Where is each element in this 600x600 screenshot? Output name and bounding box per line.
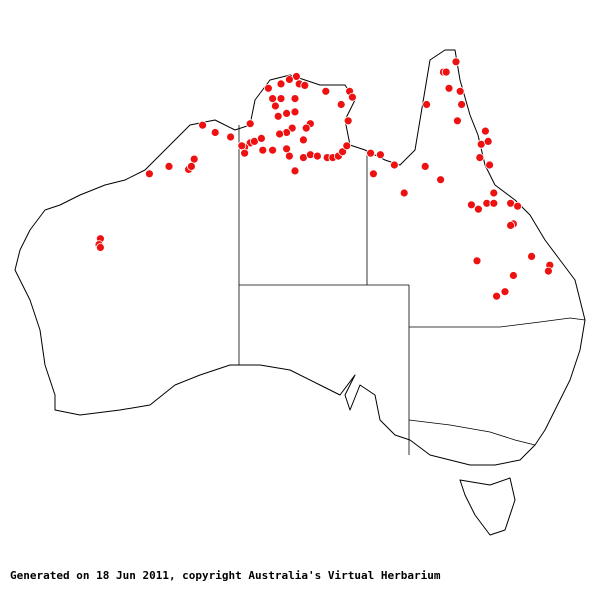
occurrence-point <box>452 116 462 126</box>
occurrence-point <box>444 83 454 93</box>
occurrence-point <box>305 150 315 160</box>
occurrence-point <box>399 188 409 198</box>
occurrence-point <box>441 67 451 77</box>
coastline <box>14 49 586 536</box>
occurrence-point <box>198 120 208 130</box>
occurrence-point <box>368 169 378 179</box>
occurrence-point <box>366 148 376 158</box>
occurrence-point <box>258 145 268 155</box>
occurrence-point <box>284 75 294 84</box>
state-borders <box>238 125 586 455</box>
occurrence-point <box>273 111 283 121</box>
occurrence-point <box>290 166 300 176</box>
occurrence-point <box>544 266 553 276</box>
occurrence-point <box>489 188 499 198</box>
border-qld-nsw <box>409 317 586 328</box>
occurrence-point <box>96 243 105 252</box>
occurrence-point <box>186 161 196 171</box>
occurrence-point <box>276 79 286 89</box>
occurrence-point <box>290 107 300 117</box>
occurrence-point <box>189 154 199 164</box>
occurrence-point <box>466 200 476 210</box>
occurrence-point <box>312 151 322 161</box>
occurrence-point <box>343 116 353 126</box>
occurrence-point <box>422 100 432 109</box>
occurrence-point <box>472 256 482 266</box>
occurrence-point <box>336 100 346 109</box>
occurrence-point <box>500 287 510 297</box>
occurrence-point <box>144 169 154 179</box>
tasmania-outline <box>459 477 516 536</box>
occurrence-points <box>94 57 555 301</box>
occurrence-point <box>389 160 399 170</box>
occurrence-point <box>455 86 465 96</box>
occurrence-point <box>245 119 255 129</box>
occurrence-point <box>473 204 483 214</box>
occurrence-point <box>301 123 311 133</box>
occurrence-point <box>338 147 348 157</box>
occurrence-point <box>300 81 310 90</box>
occurrence-point <box>506 220 516 230</box>
occurrence-point <box>451 57 461 67</box>
occurrence-point <box>256 133 266 143</box>
occurrence-point <box>263 83 273 93</box>
occurrence-point <box>509 271 518 280</box>
occurrence-point <box>282 144 292 154</box>
occurrence-point <box>457 100 467 109</box>
occurrence-point <box>480 126 490 136</box>
occurrence-point <box>268 94 278 103</box>
occurrence-point <box>240 148 250 158</box>
occurrence-point <box>375 150 385 160</box>
occurrence-point <box>475 153 485 163</box>
occurrence-point <box>237 141 247 151</box>
occurrence-point <box>290 94 300 103</box>
occurrence-point <box>436 175 446 185</box>
occurrence-point <box>275 129 285 139</box>
occurrence-point <box>282 109 292 118</box>
occurrence-point <box>284 151 294 161</box>
occurrence-point <box>164 161 174 171</box>
occurrence-point <box>489 198 499 208</box>
occurrence-point <box>485 160 495 170</box>
occurrence-point <box>226 132 236 142</box>
border-nsw-vic <box>408 419 536 446</box>
occurrence-point <box>483 136 493 146</box>
occurrence-point <box>210 128 220 137</box>
mainland-outline <box>14 49 586 466</box>
occurrence-point <box>270 101 280 111</box>
copyright-caption: Generated on 18 Jun 2011, copyright Aust… <box>10 569 441 582</box>
occurrence-point <box>420 161 430 171</box>
occurrence-point <box>268 145 278 155</box>
occurrence-point <box>513 201 522 211</box>
occurrence-point <box>492 291 502 301</box>
occurrence-point <box>527 251 536 261</box>
occurrence-point <box>342 141 352 151</box>
occurrence-point <box>321 86 331 96</box>
occurrence-point <box>347 92 357 102</box>
occurrence-point <box>298 135 308 145</box>
occurrence-point <box>276 94 286 103</box>
